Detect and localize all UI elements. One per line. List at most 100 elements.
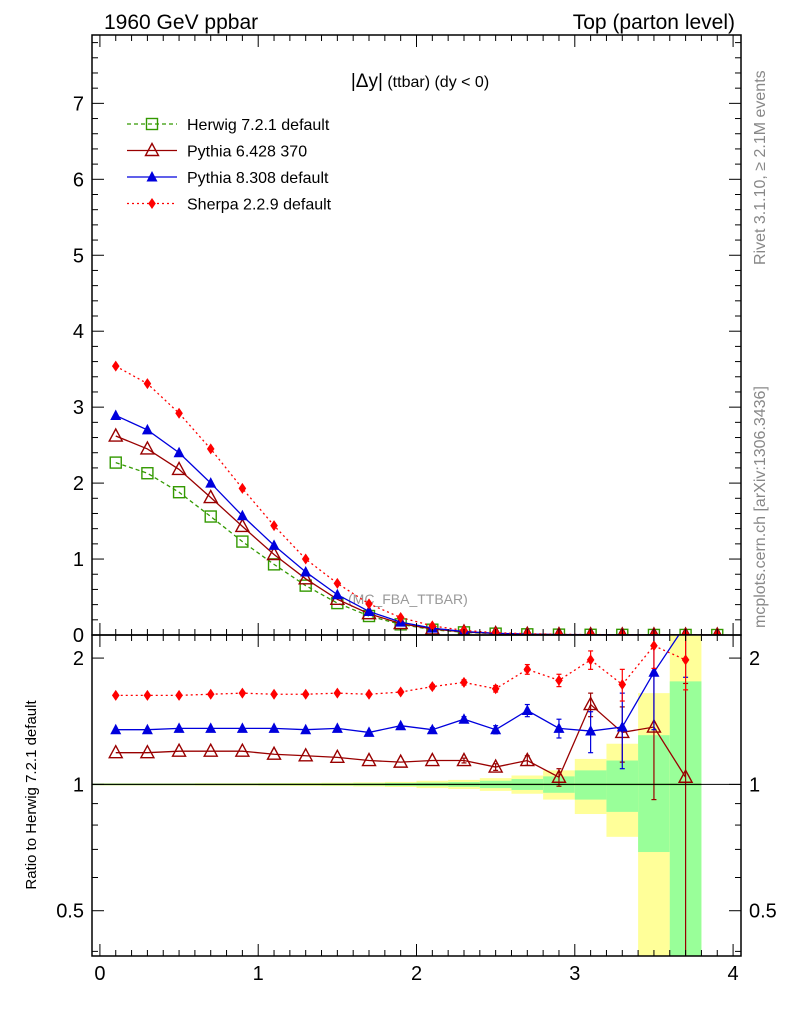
ratio-y-tick-label-right: 2: [749, 648, 760, 670]
ratio-data-point-shape: [365, 688, 373, 700]
ratio-data-point: [616, 721, 628, 732]
legend-entry-2: Pythia 8.308 default: [127, 170, 329, 187]
ratio-data-point: [521, 704, 533, 716]
ratio-data-point: [490, 723, 502, 735]
ratio-data-point: [650, 640, 658, 652]
mcplots-reference-label: mcplots.cern.ch [arXiv:1306.3436]: [752, 386, 769, 628]
ratio-data-point: [426, 723, 438, 735]
header-energy-label: 1960 GeV ppbar: [104, 11, 258, 34]
ratio-data-point: [551, 768, 567, 783]
main-series-1: [108, 427, 722, 635]
main-y-tick-label: 3: [73, 397, 84, 419]
legend-marker-shape: [148, 198, 156, 209]
ratio-data-point: [266, 745, 282, 760]
main-data-point-shape: [333, 577, 342, 589]
ratio-data-point: [586, 654, 595, 666]
main-y-tick-label: 2: [73, 473, 84, 495]
ratio-data-point-shape: [646, 718, 662, 733]
ratio-x-tick-label: 1: [253, 963, 264, 985]
ratio-data-point-shape: [363, 726, 375, 737]
main-data-point-shape: [298, 570, 314, 585]
ratio-y-tick-label-left: 1: [73, 774, 84, 796]
ratio-y-tick-label-left: 0.5: [56, 901, 84, 923]
ratio-data-point-shape: [648, 666, 660, 677]
ratio-data-point: [141, 723, 153, 735]
main-data-point: [175, 407, 183, 419]
ratio-x-tick-label: 2: [411, 963, 422, 985]
main-data-point: [143, 378, 152, 390]
main-data-point-shape: [108, 427, 124, 442]
ratio-series-1: [110, 635, 689, 770]
legend-marker: [146, 171, 158, 182]
main-data-point-shape: [141, 467, 154, 480]
legend: Herwig 7.2.1 default Pythia 6.428 370 Pyth…: [127, 117, 332, 214]
main-data-point: [141, 467, 154, 480]
main-data-point-shape: [141, 423, 153, 435]
main-data-point: [141, 423, 153, 435]
main-data-point-shape: [204, 510, 217, 523]
ratio-data-point: [206, 688, 215, 700]
legend-entry-1: Pythia 6.428 370: [127, 142, 307, 161]
main-data-point-shape: [234, 517, 251, 533]
main-data-point-shape: [236, 535, 249, 548]
main-data-point: [171, 460, 187, 476]
main-data-point-shape: [363, 605, 375, 616]
main-data-point: [203, 489, 219, 504]
ratio-data-point-shape: [173, 722, 185, 733]
main-data-point-shape: [139, 440, 156, 455]
ratio-data-point-shape: [333, 687, 342, 699]
main-data-point: [173, 446, 185, 458]
main-y-tick-label: 4: [73, 321, 84, 343]
main-data-point: [396, 612, 405, 624]
main-series-line: [115, 461, 718, 635]
main-title-main: |Δy|: [351, 71, 383, 92]
ratio-data-point-shape: [236, 722, 248, 733]
main-data-point: [268, 539, 280, 550]
main-data-point-shape: [268, 539, 280, 550]
ratio-data-point: [582, 696, 599, 711]
ratio-data-point: [238, 687, 247, 699]
main-data-point: [585, 626, 596, 635]
legend-marker: [148, 198, 156, 209]
ratio-data-point-shape: [519, 752, 535, 767]
legend-marker-shape: [146, 171, 158, 182]
main-data-point-shape: [206, 443, 215, 455]
ratio-data-point-shape: [203, 742, 219, 757]
main-data-point-shape: [300, 565, 312, 577]
main-data-point: [205, 477, 217, 488]
ratio-data-point: [458, 713, 470, 724]
ratio-uncertainty-bands: [92, 635, 702, 956]
main-data-point: [236, 509, 248, 521]
ratio-y-tick-label-right: 0.5: [749, 901, 777, 923]
legend-label: Sherpa 2.2.9 default: [187, 197, 332, 214]
ratio-data-point-shape: [553, 722, 565, 733]
ratio-data-point-shape: [456, 752, 472, 767]
ratio-data-point: [301, 688, 310, 700]
ratio-data-point-shape: [234, 742, 251, 757]
legend-entry-3: Sherpa 2.2.9 default: [127, 197, 332, 214]
ratio-data-point: [331, 722, 343, 733]
main-data-point: [331, 588, 343, 600]
ratio-data-point: [424, 752, 441, 767]
main-data-point: [301, 553, 310, 565]
main-data-point: [649, 626, 659, 635]
ratio-data-point-shape: [110, 723, 122, 735]
ratio-series-group: [108, 635, 694, 956]
main-data-point-shape: [617, 626, 627, 635]
main-data-point-shape: [680, 626, 691, 635]
ratio-axes: 0 1 2 3 4 0.5 0.5 1 1 2 2: [56, 634, 777, 985]
main-data-point: [139, 440, 156, 455]
main-data-point: [333, 577, 342, 589]
ratio-y-tick-label-right: 1: [749, 774, 760, 796]
ratio-data-point: [648, 666, 660, 677]
main-data-point: [712, 626, 722, 635]
ratio-data-point-shape: [585, 725, 597, 736]
main-data-point: [363, 605, 375, 616]
ratio-data-point: [111, 689, 120, 701]
analysis-watermark: (MC_FBA_TTBAR): [348, 591, 468, 607]
ratio-data-point: [460, 676, 468, 688]
main-data-point-shape: [649, 626, 659, 635]
main-data-point: [234, 517, 251, 533]
ratio-data-point-shape: [392, 753, 409, 768]
ratio-data-point: [555, 674, 563, 686]
